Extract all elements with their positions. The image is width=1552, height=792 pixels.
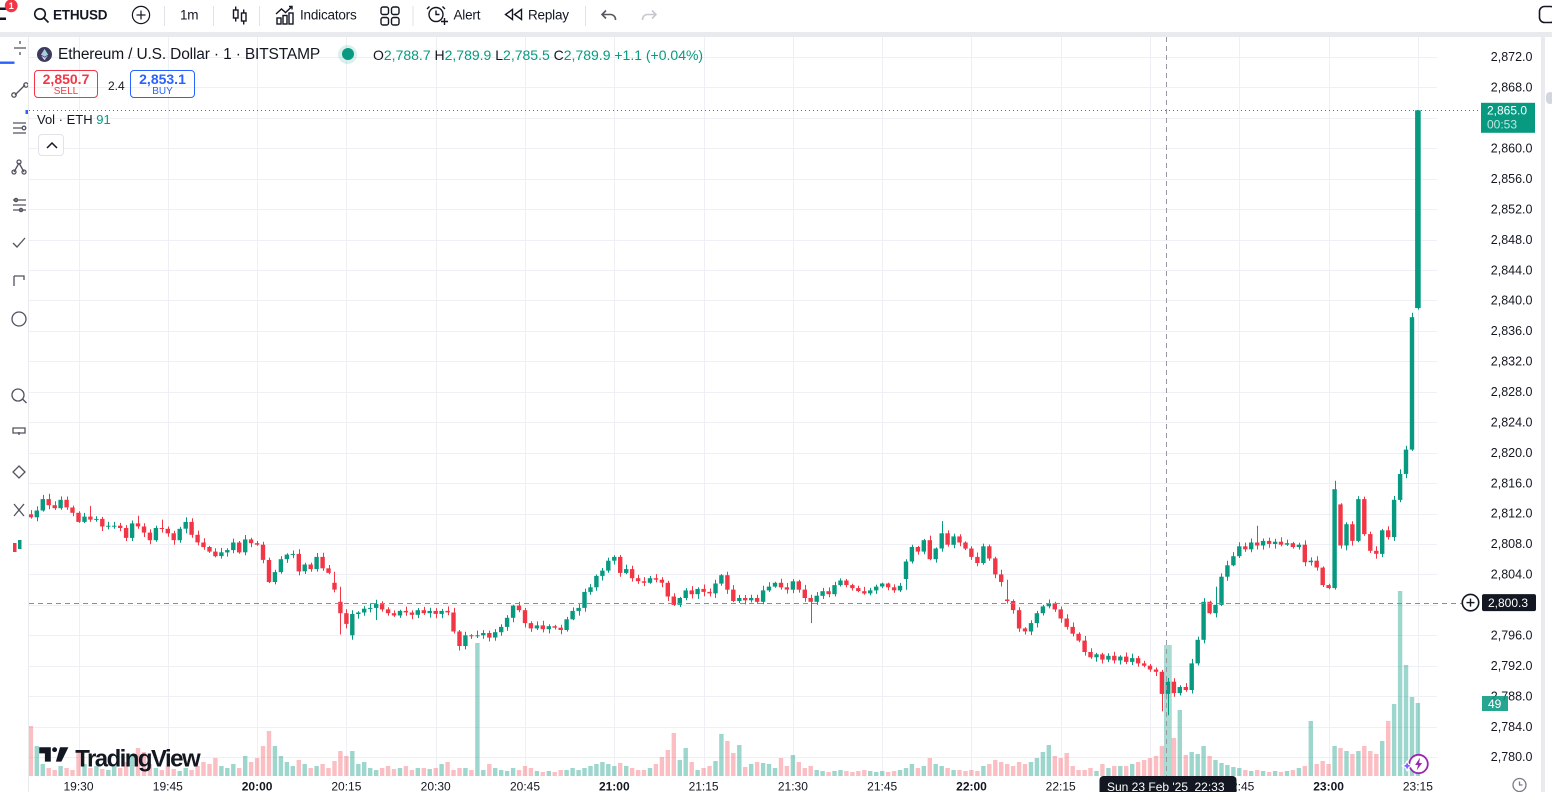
svg-text:23:00: 23:00 <box>1313 780 1344 792</box>
svg-text:49: 49 <box>1488 697 1502 711</box>
svg-text:2,844.0: 2,844.0 <box>1491 263 1533 277</box>
svg-text:2,820.0: 2,820.0 <box>1491 446 1533 460</box>
svg-text:2,832.0: 2,832.0 <box>1491 355 1533 369</box>
svg-text:2,848.0: 2,848.0 <box>1491 233 1533 247</box>
svg-text:2,796.0: 2,796.0 <box>1491 629 1533 643</box>
svg-text:21:15: 21:15 <box>689 780 719 792</box>
svg-text:21:00: 21:00 <box>599 780 630 792</box>
svg-text:2,812.0: 2,812.0 <box>1491 507 1533 521</box>
svg-text:23:15: 23:15 <box>1403 780 1433 792</box>
svg-text:20:15: 20:15 <box>331 780 361 792</box>
svg-text:2,852.0: 2,852.0 <box>1491 202 1533 216</box>
svg-text:Alert: Alert <box>454 8 481 23</box>
svg-text:2,872.0: 2,872.0 <box>1491 50 1533 64</box>
svg-text:Indicators: Indicators <box>300 8 357 23</box>
svg-text:22:00: 22:00 <box>956 780 987 792</box>
svg-text:19:45: 19:45 <box>153 780 183 792</box>
svg-text:2,860.0: 2,860.0 <box>1491 142 1533 156</box>
svg-text:22:33: 22:33 <box>1194 780 1224 792</box>
svg-text:2,828.0: 2,828.0 <box>1491 385 1533 399</box>
svg-text:2,840.0: 2,840.0 <box>1491 294 1533 308</box>
svg-text:2,780.0: 2,780.0 <box>1491 750 1533 764</box>
svg-text:2,804.0: 2,804.0 <box>1491 568 1533 582</box>
svg-text:1: 1 <box>9 1 14 11</box>
svg-text:2,836.0: 2,836.0 <box>1491 324 1533 338</box>
svg-text:Replay: Replay <box>528 8 569 23</box>
svg-text:2,792.0: 2,792.0 <box>1491 659 1533 673</box>
svg-text:2,808.0: 2,808.0 <box>1491 537 1533 551</box>
svg-text:20:00: 20:00 <box>242 780 273 792</box>
svg-text:2,816.0: 2,816.0 <box>1491 476 1533 490</box>
svg-text:1m: 1m <box>180 8 198 23</box>
svg-text:2,865.0: 2,865.0 <box>1487 103 1527 117</box>
svg-text:22:15: 22:15 <box>1046 780 1076 792</box>
svg-text:2,784.0: 2,784.0 <box>1491 720 1533 734</box>
svg-text:2,868.0: 2,868.0 <box>1491 81 1533 95</box>
svg-text:Sun 23 Feb '25: Sun 23 Feb '25 <box>1107 780 1188 792</box>
svg-text:20:30: 20:30 <box>421 780 451 792</box>
svg-text:ETHUSD: ETHUSD <box>53 8 108 23</box>
svg-text:20:45: 20:45 <box>510 780 540 792</box>
svg-text:00:53: 00:53 <box>1487 117 1517 131</box>
svg-text:2,856.0: 2,856.0 <box>1491 172 1533 186</box>
svg-text:TradingView: TradingView <box>75 745 201 772</box>
svg-text:21:45: 21:45 <box>867 780 897 792</box>
svg-text:19:30: 19:30 <box>63 780 93 792</box>
svg-text:2,800.3: 2,800.3 <box>1488 596 1528 610</box>
svg-text:2,824.0: 2,824.0 <box>1491 415 1533 429</box>
svg-text:21:30: 21:30 <box>778 780 808 792</box>
